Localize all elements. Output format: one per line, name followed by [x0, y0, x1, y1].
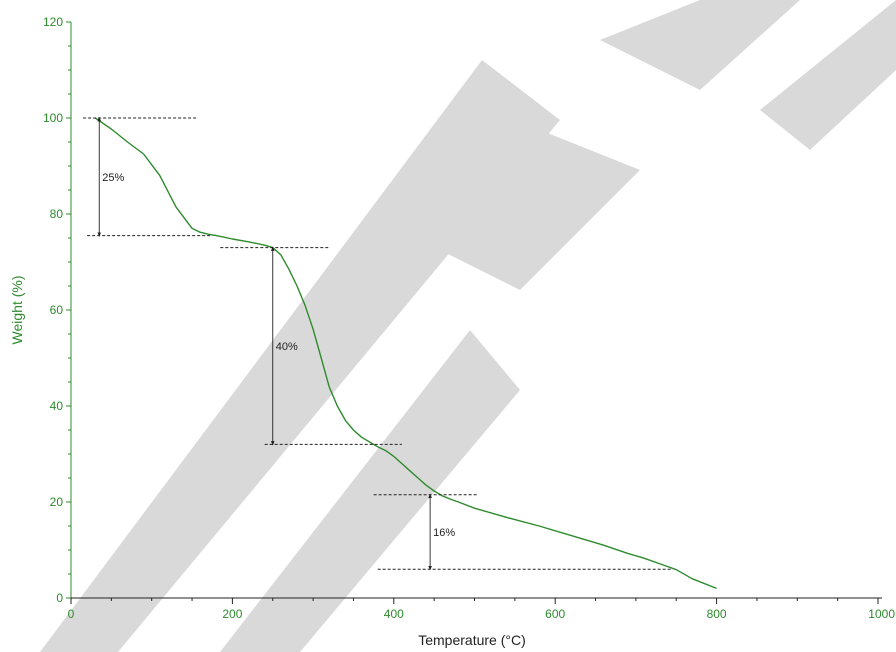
watermark-stroke-3	[420, 130, 640, 290]
y-tick-label: 40	[50, 399, 64, 413]
plot-area: 0 20 40 60 80 100 120 0 200 400 600 800 1000 25% 40% 16…	[43, 15, 895, 621]
watermark-stroke-1	[40, 60, 560, 652]
y-axis-title: Weight (%)	[9, 276, 25, 345]
watermark-stroke-2	[220, 330, 520, 652]
step-percent-label: 16%	[433, 527, 455, 539]
weight-loss-curve	[94, 117, 717, 590]
watermark-stroke-4	[600, 0, 800, 90]
x-tick-label: 800	[707, 607, 727, 621]
retracted-watermark	[40, 0, 896, 652]
y-tick-label: 100	[43, 111, 63, 125]
y-tick-label: 120	[43, 15, 63, 29]
x-tick-label: 600	[545, 607, 565, 621]
step-percent-label: 25%	[102, 172, 124, 184]
y-tick-label: 0	[56, 591, 63, 605]
x-axis-title: Temperature (°C)	[418, 632, 526, 648]
step-percent-label: 40%	[276, 341, 298, 353]
x-tick-label: 200	[222, 607, 242, 621]
y-tick-label: 20	[50, 495, 64, 509]
watermark-stroke-5	[760, 0, 896, 150]
x-tick-label: 1000	[868, 607, 895, 621]
y-tick-label: 80	[50, 207, 64, 221]
x-tick-label: 0	[68, 607, 75, 621]
y-tick-label: 60	[50, 303, 64, 317]
x-tick-label: 400	[384, 607, 404, 621]
